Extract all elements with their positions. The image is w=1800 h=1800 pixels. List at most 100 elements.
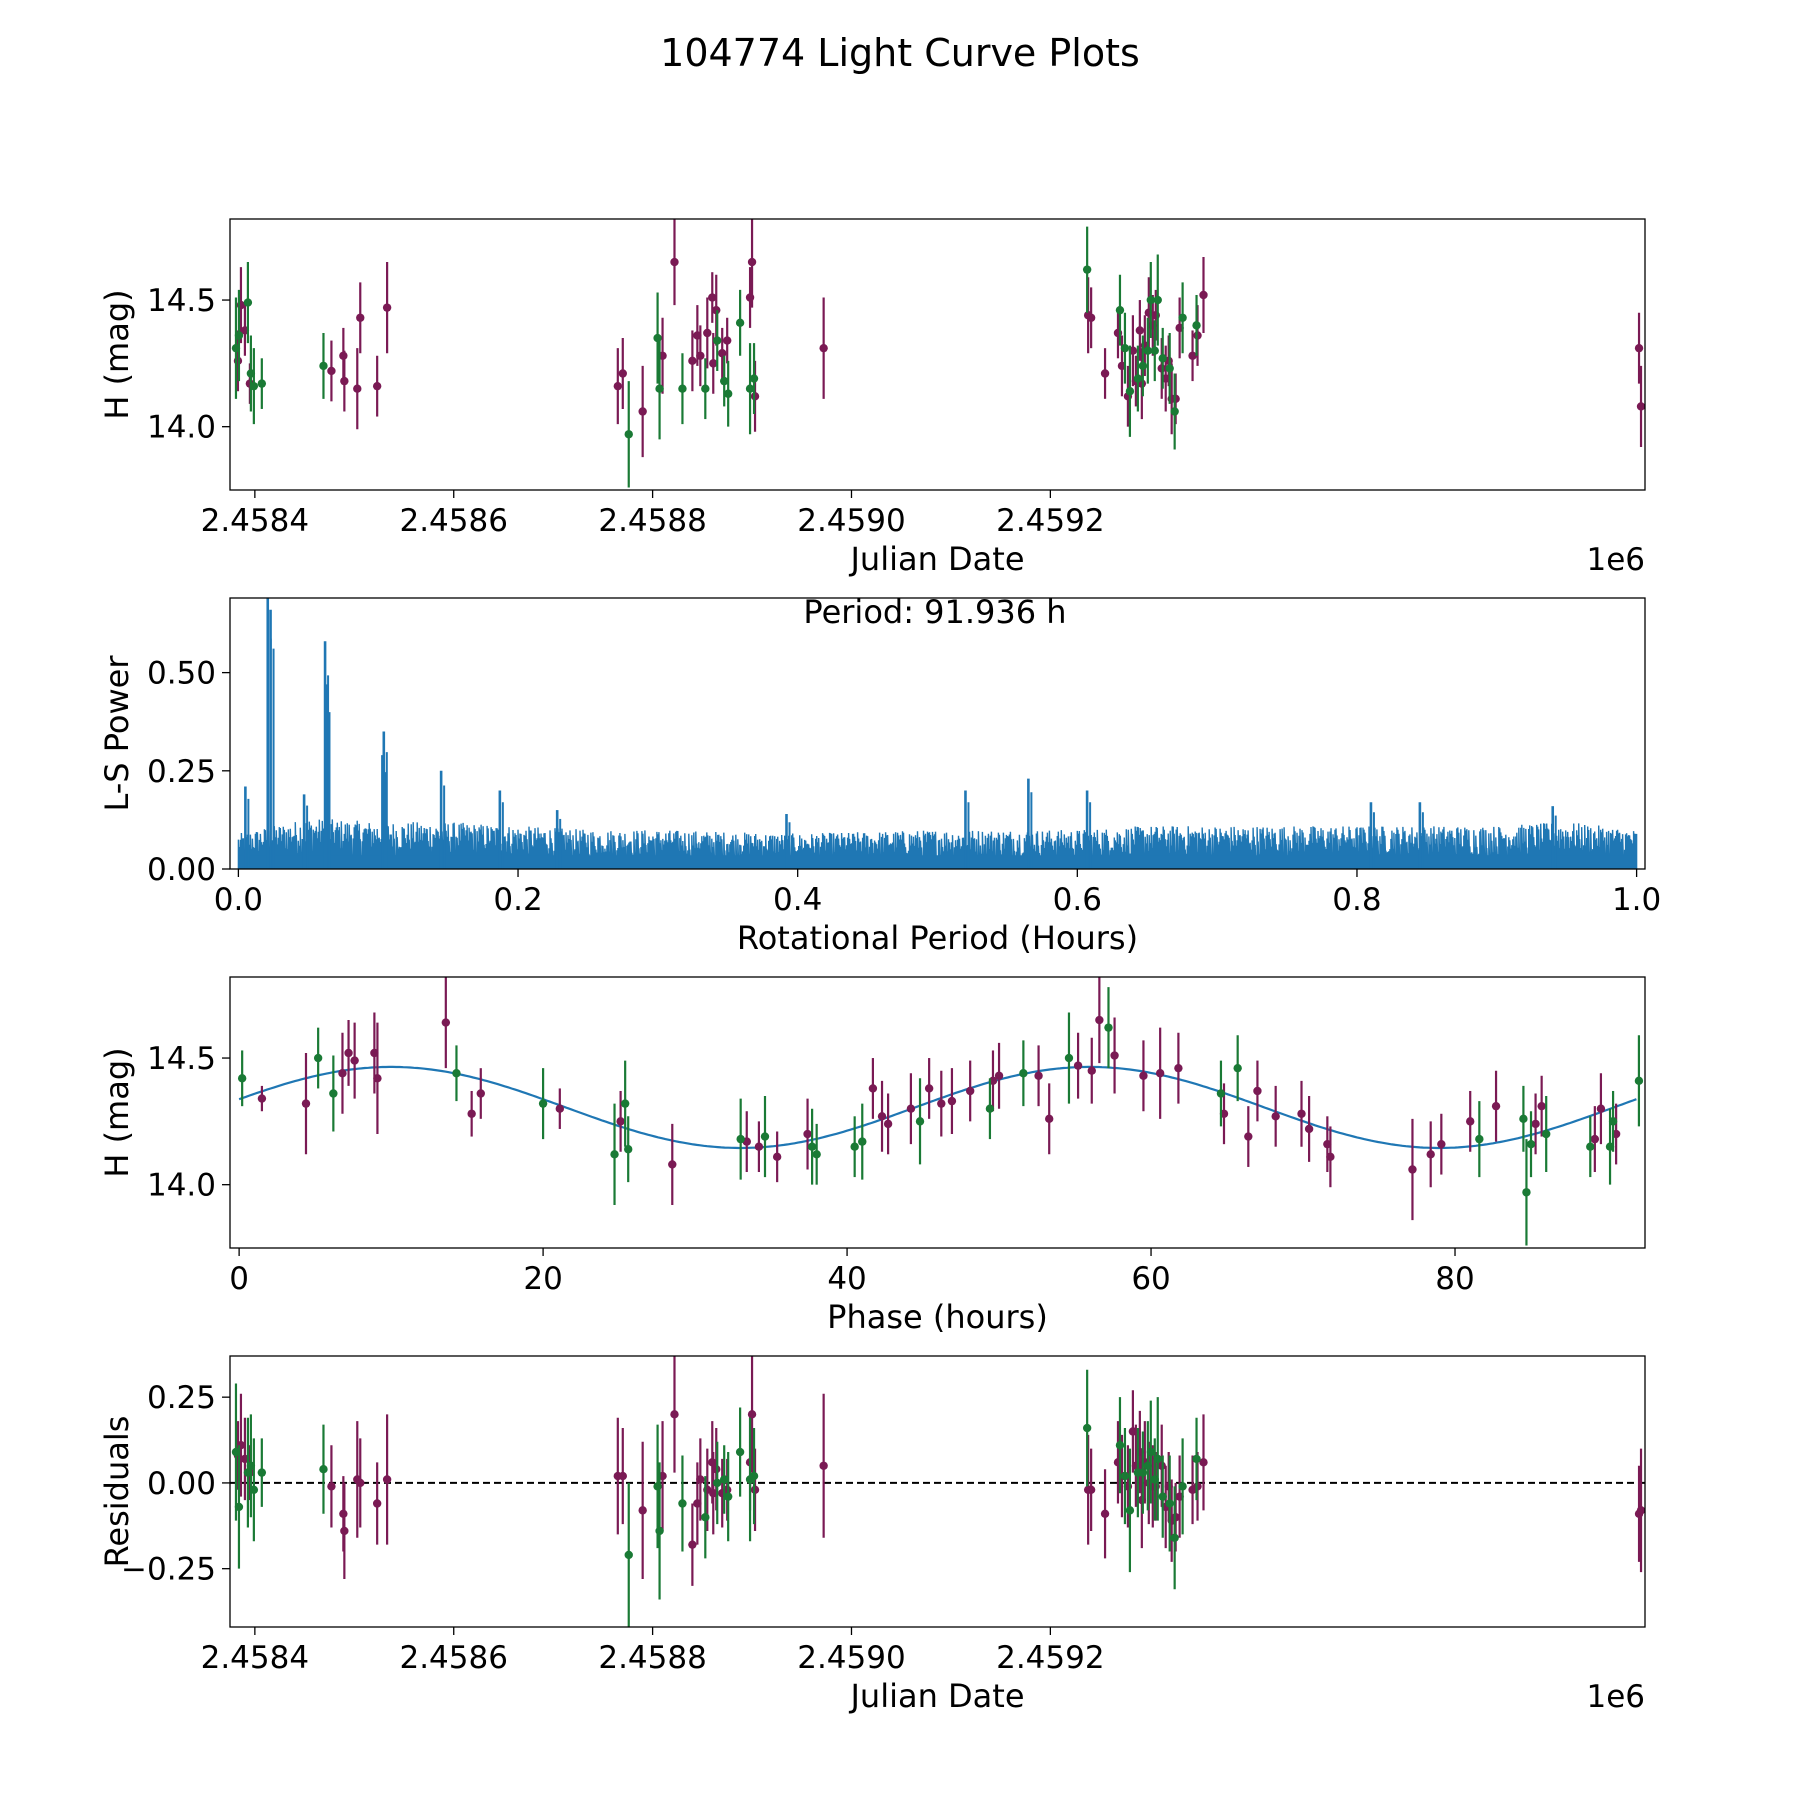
residuals-point bbox=[701, 1513, 710, 1522]
lightcurve-point bbox=[735, 318, 745, 328]
phased-point bbox=[257, 1094, 267, 1103]
lightcurve-x-offset: 1e6 bbox=[1586, 542, 1645, 578]
phased-point bbox=[441, 1018, 451, 1027]
phased-point bbox=[1087, 1066, 1096, 1075]
lightcurve-point bbox=[356, 313, 365, 322]
residuals-point bbox=[678, 1499, 687, 1508]
phased-point bbox=[812, 1150, 821, 1159]
residuals-point bbox=[1153, 1454, 1162, 1464]
residuals-point bbox=[1120, 1471, 1130, 1481]
lightcurve-point bbox=[257, 379, 267, 388]
phased-point bbox=[350, 1056, 359, 1065]
lightcurve-axes-frame bbox=[229, 218, 1646, 491]
phased-point bbox=[1045, 1114, 1054, 1124]
lightcurve-point bbox=[747, 257, 757, 267]
residuals-ylabel: Residuals bbox=[98, 1416, 136, 1568]
phased-point bbox=[906, 1104, 916, 1113]
phased-point bbox=[1526, 1139, 1536, 1149]
phased-xlabel: Phase (hours) bbox=[827, 1298, 1048, 1336]
phased-point bbox=[338, 1069, 347, 1078]
phased-point bbox=[555, 1104, 565, 1113]
periodogram-xlabel: Rotational Period (Hours) bbox=[737, 919, 1138, 957]
lightcurve-ytick-label: 14.5 bbox=[147, 283, 216, 319]
periodogram-base bbox=[238, 855, 1637, 869]
lightcurve-point bbox=[655, 384, 664, 393]
lightcurve-point bbox=[1135, 326, 1145, 335]
residuals-point bbox=[638, 1506, 647, 1515]
phased-point bbox=[868, 1084, 878, 1093]
lightcurve-point bbox=[696, 351, 705, 360]
residuals-point bbox=[319, 1465, 328, 1474]
phased-point bbox=[610, 1150, 619, 1159]
residuals-point bbox=[618, 1471, 627, 1481]
periodogram-ytick-label: 0.00 bbox=[147, 852, 216, 888]
residuals-point bbox=[1165, 1499, 1174, 1508]
residuals-point bbox=[713, 1478, 722, 1488]
phased-point bbox=[924, 1084, 934, 1093]
phased-panel: Phase (hours) H (mag) 0 20 40 60 80 14.0 14.5 bbox=[98, 976, 1646, 1336]
lightcurve-point bbox=[638, 407, 647, 416]
lightcurve-point bbox=[372, 381, 382, 391]
lightcurve-point bbox=[1143, 346, 1153, 355]
residuals-xtick-label: 2.4592 bbox=[996, 1640, 1104, 1676]
periodogram-xtick-label: 0.8 bbox=[1332, 882, 1381, 918]
phased-point bbox=[772, 1152, 782, 1162]
phased-point bbox=[858, 1137, 867, 1146]
lightcurve-point bbox=[678, 384, 687, 393]
lightcurve-point bbox=[709, 359, 718, 368]
residuals-point bbox=[1636, 1506, 1645, 1515]
residuals-point bbox=[327, 1482, 336, 1491]
residuals-point bbox=[1138, 1468, 1148, 1477]
lightcurve-xtick-label: 2.4584 bbox=[201, 503, 309, 539]
phased-point bbox=[1019, 1069, 1028, 1078]
phased-point bbox=[668, 1160, 677, 1169]
phased-point bbox=[1634, 1076, 1644, 1086]
phased-point bbox=[1304, 1124, 1314, 1134]
residuals-point bbox=[749, 1471, 759, 1481]
phased-point bbox=[620, 1099, 630, 1108]
lightcurve-point bbox=[613, 381, 623, 391]
residuals-panel: Julian Date Residuals 1e6 2.4584 2.4586 2.… bbox=[98, 1355, 1646, 1715]
residuals-point bbox=[234, 1502, 244, 1512]
residuals-axes-frame bbox=[229, 1355, 1646, 1628]
phased-point bbox=[1174, 1063, 1183, 1073]
period-annotation: Period: 91.936 h bbox=[803, 593, 1066, 631]
lightcurve-point bbox=[720, 376, 729, 386]
phased-point bbox=[1064, 1053, 1074, 1063]
lightcurve-point bbox=[688, 356, 697, 366]
phased-point bbox=[467, 1109, 476, 1118]
lightcurve-point bbox=[1188, 351, 1197, 360]
phased-axes-frame bbox=[229, 976, 1646, 1249]
phased-point bbox=[947, 1096, 957, 1106]
residuals-point bbox=[1082, 1423, 1092, 1433]
phased-point bbox=[994, 1071, 1004, 1080]
phased-point bbox=[1426, 1150, 1435, 1159]
lightcurve-point bbox=[1636, 402, 1645, 411]
phased-point bbox=[1608, 1117, 1618, 1126]
phased-point bbox=[1326, 1152, 1335, 1162]
phased-point bbox=[850, 1142, 859, 1151]
lightcurve-point bbox=[340, 376, 349, 386]
phased-point bbox=[301, 1099, 311, 1108]
lightcurve-point bbox=[712, 305, 721, 315]
phased-point bbox=[937, 1099, 946, 1108]
lightcurve-xtick-label: 2.4586 bbox=[399, 503, 507, 539]
periodogram-ytick-label: 0.25 bbox=[147, 754, 216, 790]
residuals-ytick-label: 0.00 bbox=[147, 1466, 216, 1502]
residuals-point bbox=[747, 1410, 757, 1419]
phased-model-curve bbox=[238, 1065, 1637, 1150]
lightcurve-point bbox=[703, 328, 712, 338]
residuals-point bbox=[655, 1526, 664, 1536]
phased-xtick-label: 60 bbox=[1131, 1261, 1170, 1297]
phased-point bbox=[1466, 1117, 1475, 1126]
lightcurve-point bbox=[319, 361, 328, 371]
phased-point bbox=[883, 1119, 893, 1129]
lightcurve-point bbox=[819, 343, 828, 353]
phased-xtick-label: 0 bbox=[229, 1261, 249, 1297]
residuals-point bbox=[1115, 1440, 1125, 1450]
residuals-x-offset: 1e6 bbox=[1586, 1679, 1645, 1715]
phased-xtick-label: 40 bbox=[827, 1261, 866, 1297]
residuals-ytick-label: 0.25 bbox=[147, 1380, 216, 1416]
lightcurve-ylabel: H (mag) bbox=[98, 289, 136, 419]
